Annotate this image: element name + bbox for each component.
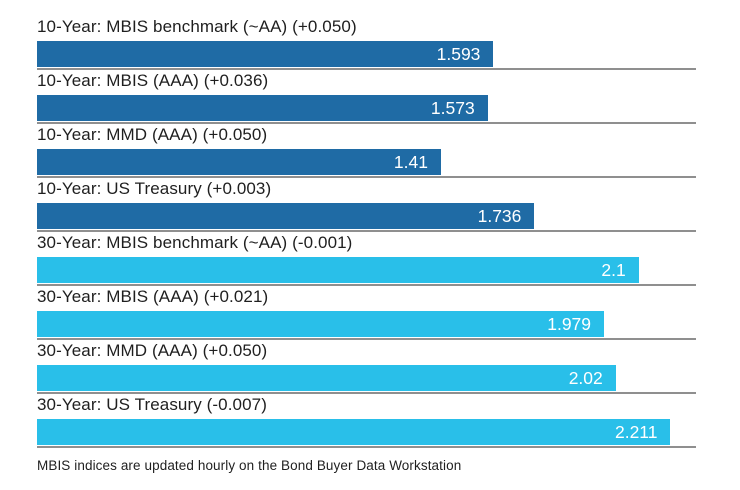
chart-row: 10-Year: US Treasury (+0.003) 1.736	[37, 178, 696, 232]
bar-track: 1.573	[37, 95, 696, 124]
bar: 1.573	[37, 95, 488, 121]
chart-row: 10-Year: MMD (AAA) (+0.050) 1.41	[37, 124, 696, 178]
bar: 2.211	[37, 419, 671, 445]
bar-value-label: 1.736	[477, 206, 522, 226]
bar-label: 10-Year: MBIS (AAA) (+0.036)	[37, 71, 269, 90]
chart-row: 30-Year: MBIS (AAA) (+0.021) 1.979	[37, 286, 696, 340]
bar-label: 10-Year: US Treasury (+0.003)	[37, 179, 272, 198]
bar-track: 1.41	[37, 149, 696, 178]
chart-footnote: MBIS indices are updated hourly on the B…	[37, 458, 462, 473]
bar: 2.02	[37, 365, 616, 391]
bar-label: 10-Year: MMD (AAA) (+0.050)	[37, 125, 268, 144]
chart-row: 10-Year: MBIS (AAA) (+0.036) 1.573	[37, 70, 696, 124]
bar-track: 2.211	[37, 419, 696, 448]
bar-value-label: 2.211	[614, 422, 658, 442]
bar-label: 30-Year: MMD (AAA) (+0.050)	[37, 341, 268, 360]
bar-track: 1.979	[37, 311, 696, 340]
bar-value-label: 1.573	[430, 98, 475, 118]
bar-value-label: 1.979	[547, 314, 592, 334]
bar-label: 30-Year: US Treasury (-0.007)	[37, 395, 267, 414]
bar: 1.41	[37, 149, 441, 175]
bar-value-label: 2.1	[601, 260, 626, 280]
bar-label: 30-Year: MBIS benchmark (~AA) (-0.001)	[37, 233, 353, 252]
chart-row: 30-Year: MMD (AAA) (+0.050) 2.02	[37, 340, 696, 394]
bar-track: 2.1	[37, 257, 696, 286]
bar-value-label: 1.593	[436, 44, 481, 64]
bar-track: 2.02	[37, 365, 696, 394]
bar-value-label: 1.41	[393, 152, 428, 172]
bar: 1.593	[37, 41, 494, 67]
bar-track: 1.593	[37, 41, 696, 70]
chart-row: 30-Year: MBIS benchmark (~AA) (-0.001) 2…	[37, 232, 696, 286]
bar-label: 10-Year: MBIS benchmark (~AA) (+0.050)	[37, 17, 357, 36]
bar-label: 30-Year: MBIS (AAA) (+0.021)	[37, 287, 269, 306]
chart-row: 10-Year: MBIS benchmark (~AA) (+0.050) 1…	[37, 16, 696, 70]
bar-value-label: 2.02	[568, 368, 603, 388]
bar: 1.736	[37, 203, 535, 229]
bar-track: 1.736	[37, 203, 696, 232]
bar: 1.979	[37, 311, 605, 337]
bar-chart: 10-Year: MBIS benchmark (~AA) (+0.050) 1…	[37, 16, 696, 448]
chart-row: 30-Year: US Treasury (-0.007) 2.211	[37, 394, 696, 448]
bar: 2.1	[37, 257, 639, 283]
